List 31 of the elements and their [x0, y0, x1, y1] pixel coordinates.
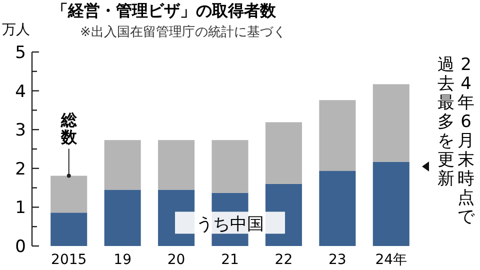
- bar: [372, 162, 410, 246]
- ylabel: 万人: [2, 22, 30, 38]
- annotation: 過去最多を更新: [436, 56, 456, 189]
- bar: [104, 140, 141, 190]
- bar: [212, 140, 248, 193]
- y-tick-label: 2: [15, 159, 26, 180]
- x-tick-label: 21: [221, 252, 239, 268]
- x-tick-label: 23: [328, 252, 346, 268]
- bar: [158, 140, 195, 190]
- x-tick-label: 22: [274, 252, 293, 268]
- y-tick-label: 0: [15, 237, 26, 257]
- series-label: うち中国: [196, 214, 264, 235]
- y-tick-label: 5: [15, 43, 26, 63]
- title: 「経営・管理ビザ」の取得者数: [52, 1, 276, 20]
- x-tick-label: 2015: [51, 252, 87, 268]
- x-tick-label: 24年: [375, 252, 408, 268]
- series-label: 総数: [60, 110, 78, 147]
- y-tick-label: 1: [15, 198, 26, 218]
- x-tick-label: 19: [114, 252, 132, 268]
- annotation: 24年6月末時点で: [456, 56, 476, 227]
- bar: [319, 100, 356, 171]
- bar: [50, 176, 88, 213]
- bar: [104, 190, 141, 246]
- bar: [319, 170, 356, 246]
- y-tick-label: 4: [15, 82, 26, 102]
- x-tick-label: 20: [167, 252, 186, 268]
- subtitle: ※出入国在留管理庁の統計に基づく: [80, 25, 286, 40]
- y-tick-label: 3: [15, 120, 26, 141]
- bar: [265, 122, 302, 184]
- bar: [50, 212, 88, 246]
- bar: [372, 84, 410, 162]
